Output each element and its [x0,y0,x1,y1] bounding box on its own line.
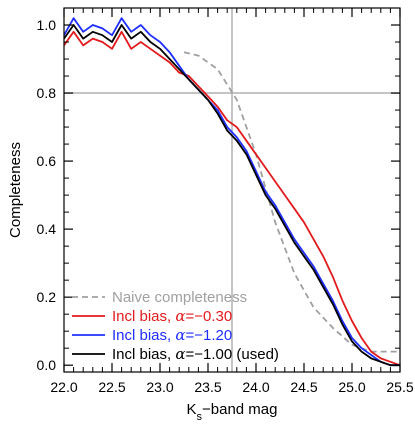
x-tick-label: 22.0 [50,379,77,395]
x-axis-label-sub: s [197,411,203,423]
x-axis-label-main: K [187,401,197,418]
series-line-0 [183,51,400,353]
ticks-layer [63,7,401,372]
series-line-1 [63,30,401,367]
x-tick-label: 23.0 [146,379,173,395]
reference-lines [64,8,400,372]
legend-label-2: Incl bias, α=−1.20 [112,326,232,344]
y-tick-label: 0.6 [37,153,57,169]
legend-label-alpha: α [175,345,185,363]
legend-label-value: =−1.20 [186,327,233,344]
x-tick-label: 24.5 [290,379,317,395]
legend-label-value: =−0.30 [186,308,233,325]
series-line-3 [63,24,400,367]
y-axis-label: Completeness [7,142,24,238]
y-tick-label: 0.2 [37,289,57,305]
legend-label-alpha: α [175,326,185,344]
y-tick-label: 0.0 [37,357,57,373]
legend-label-prefix: Incl bias, [112,346,175,363]
legend-label-prefix: Incl bias, [112,308,175,325]
legend-label-3: Incl bias, α=−1.00 (used) [112,345,279,363]
legend-label-suffix: (used) [232,346,279,363]
x-tick-label: 25.5 [386,379,413,395]
x-tick-label: 24.0 [242,379,269,395]
series-line-2 [63,17,400,367]
x-axis-label-rest: −band mag [202,401,277,418]
plot-frame [63,7,401,373]
y-tick-label: 1.0 [37,17,57,33]
x-tick-label: 23.5 [194,379,221,395]
legend-label-prefix: Incl bias, [112,327,175,344]
legend-label-1: Incl bias, α=−0.30 [112,307,232,325]
legend-label-value: =−1.00 [186,346,233,363]
x-axis-label: Ks−band mag [187,401,278,423]
x-tick-label: 22.5 [98,379,125,395]
x-tick-label: 25.0 [338,379,365,395]
tick-labels: 22.0 22.5 23.0 23.5 24.0 24.5 25.0 25.5 0.0 0.2 0.… [37,17,414,395]
y-tick-label: 0.8 [37,85,57,101]
legend-label-0: Naive completeness [112,289,247,306]
series-layer [63,17,401,367]
y-tick-label: 0.4 [37,221,57,237]
legend-label-alpha: α [175,307,185,325]
